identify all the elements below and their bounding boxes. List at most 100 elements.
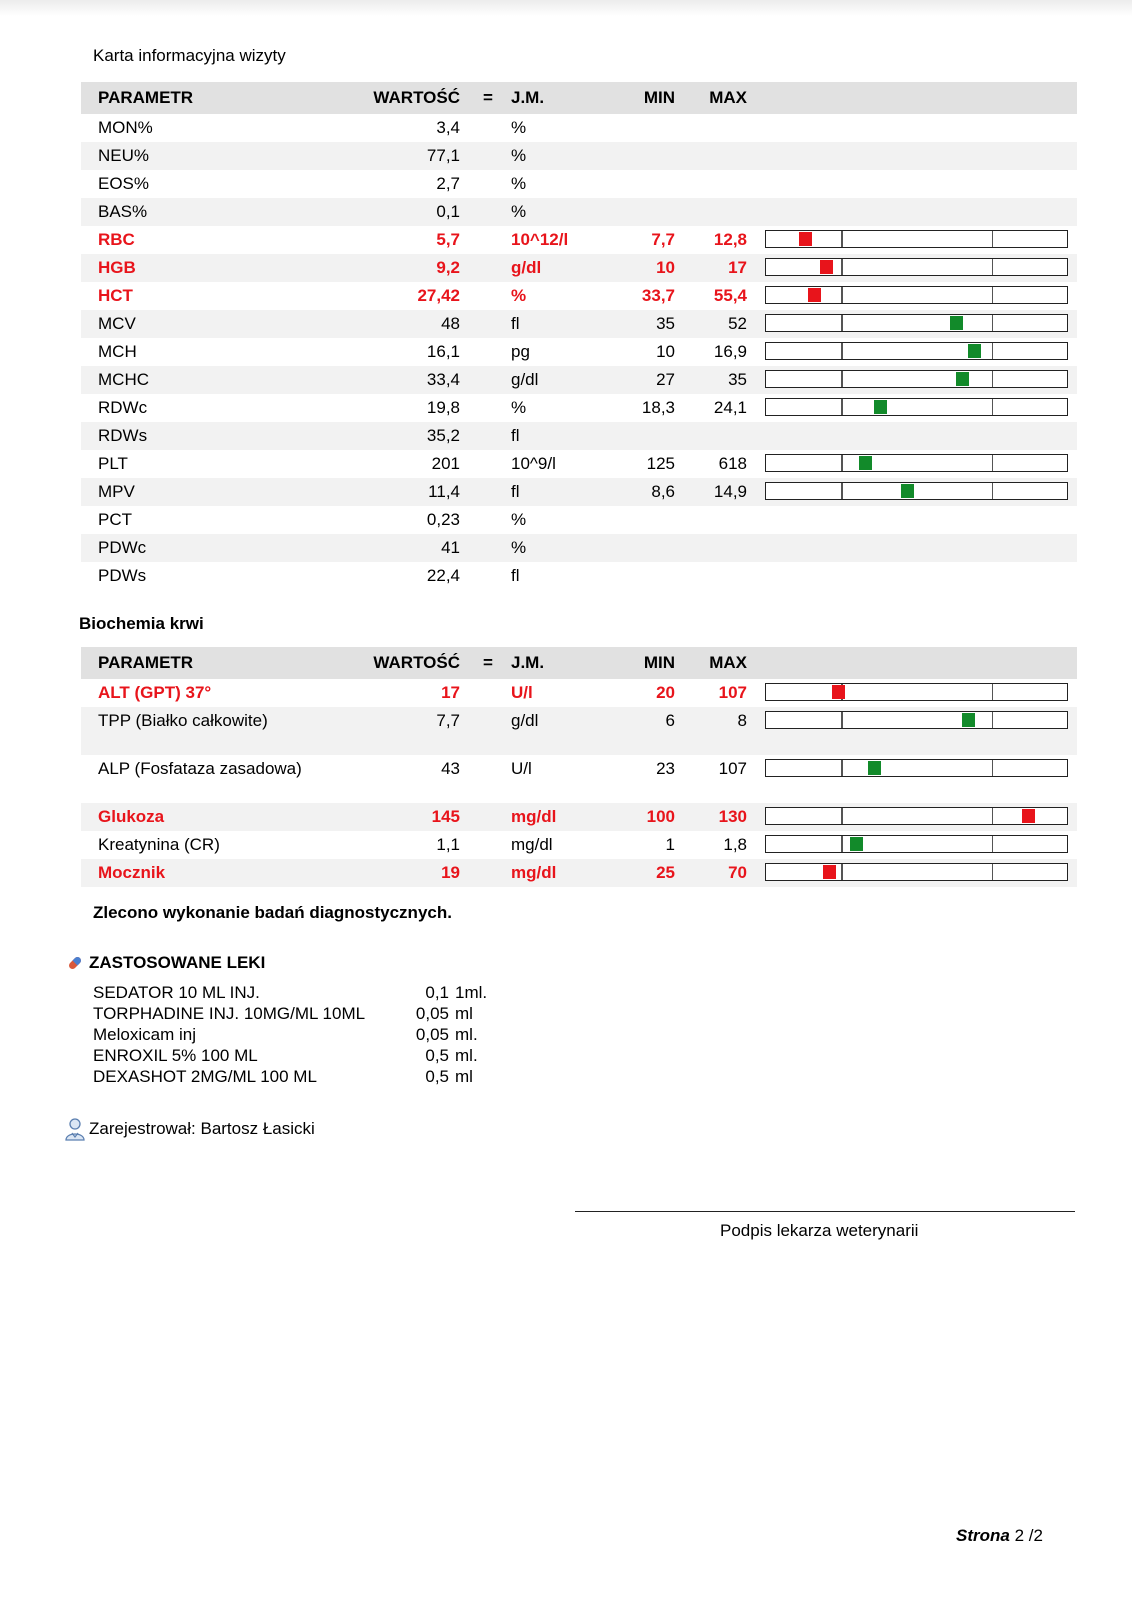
parameter-value: 3,4 [436, 118, 460, 137]
medication-item: SEDATOR 10 ML INJ. 0,1 1ml. [93, 982, 513, 1003]
medication-item: ENROXIL 5% 100 ML 0,5 ml. [93, 1045, 513, 1066]
parameter-value: 11,4 [428, 482, 460, 501]
table-row: RDWc 19,8% 18,3 24,1 [81, 394, 1077, 422]
parameter-name: PDWc [98, 538, 147, 557]
parameter-unit: fl [511, 566, 520, 585]
parameter-value: 77,1 [426, 146, 460, 165]
parameter-unit: g/dl [511, 258, 542, 277]
page-label: Strona [956, 1526, 1010, 1545]
parameter-value: 145 [431, 807, 460, 826]
medications-list: SEDATOR 10 ML INJ. 0,1 1ml. TORPHADINE INJ.… [93, 982, 513, 1087]
parameter-name: NEU% [98, 146, 150, 165]
table-row: EOS% 2,7% [81, 170, 1077, 198]
medication-name: Meloxicam inj [93, 1025, 196, 1044]
table-row: HGB 9,2 g/dl 10 17 [81, 254, 1077, 282]
table-row: PDWc 41% [81, 534, 1077, 562]
parameter-value: 2,7 [436, 174, 460, 193]
medication-item: Meloxicam inj 0,05 ml. [93, 1024, 513, 1045]
table-row: MPV 11,4 fl 8,6 14,9 [81, 478, 1077, 506]
parameter-unit: % [511, 174, 527, 193]
parameter-name: PLT [98, 454, 128, 473]
morphology-table: PARAMETR WARTOŚĆ = J.M. MIN MAX MON% 3,4% NEU% 77… [81, 82, 1077, 590]
medication-unit: ml [455, 1067, 473, 1086]
out-of-range-marker [832, 685, 846, 699]
parameter-name: HGB [98, 258, 136, 277]
range-max-tick [991, 864, 994, 880]
range-indicator-bar [765, 482, 1068, 500]
in-range-marker [850, 837, 864, 851]
parameter-name: Glukoza [98, 807, 165, 826]
parameter-value: 35,2 [426, 426, 460, 445]
diagnostics-note: Zlecono wykonanie badań diagnostycznych. [93, 903, 452, 922]
range-indicator-bar [765, 683, 1068, 701]
parameter-value: 43 [441, 759, 460, 778]
range-indicator-bar [765, 258, 1068, 276]
range-max-tick [991, 684, 994, 700]
range-max-tick [991, 808, 994, 824]
medication-name: TORPHADINE INJ. 10MG/ML 10ML [93, 1004, 366, 1023]
range-min: 18,3 [641, 398, 675, 417]
table-header-row: PARAMETR WARTOŚĆ = J.M. MIN MAX [81, 647, 1077, 679]
range-indicator-bar [765, 454, 1068, 472]
range-indicator-bar [765, 398, 1068, 416]
medication-unit: 1ml. [455, 983, 488, 1002]
table-row: MCHC 33,4 g/dl 27 35 [81, 366, 1077, 394]
range-min: 125 [646, 454, 675, 473]
parameter-value: 0,1 [436, 202, 460, 221]
table-row: ALT (GPT) 37° 17 U/l 20 107 [81, 679, 1077, 707]
page-separator: / [1028, 1526, 1034, 1545]
parameter-value: 7,7 [436, 711, 460, 730]
column-header-max: MAX [709, 88, 747, 107]
range-min: 23 [656, 759, 675, 778]
parameter-value: 1,1 [436, 835, 460, 854]
page-current: 2 [1014, 1526, 1025, 1545]
signature-label: Podpis lekarza weterynarii [720, 1221, 919, 1240]
range-min-tick [841, 287, 843, 303]
range-max-tick [991, 712, 994, 728]
in-range-marker [901, 484, 915, 498]
range-max-tick [991, 287, 994, 303]
range-indicator-bar [765, 835, 1068, 853]
range-max-tick [991, 315, 994, 331]
range-max: 107 [718, 683, 747, 702]
medication-unit: ml. [455, 1025, 478, 1044]
parameter-value: 27,42 [417, 286, 460, 305]
parameter-name: EOS% [98, 174, 150, 193]
table-row: HCT 27,42% 33,7 55,4 [81, 282, 1077, 310]
range-max-tick [991, 760, 994, 776]
range-indicator-bar [765, 370, 1068, 388]
parameter-name: BAS% [98, 202, 148, 221]
range-min-tick [841, 259, 843, 275]
parameter-unit: % [511, 510, 527, 529]
range-max: 618 [718, 454, 747, 473]
range-min: 27 [656, 370, 675, 389]
parameter-unit: 10^12/l [511, 230, 569, 249]
range-min-tick [841, 455, 843, 471]
parameter-value: 19 [441, 863, 460, 882]
range-max-tick [991, 343, 994, 359]
range-min-tick [841, 712, 843, 728]
column-header-eq: = [483, 653, 493, 672]
parameter-value: 0,23 [426, 510, 460, 529]
range-max: 70 [728, 863, 747, 882]
page-total: 2 [1033, 1526, 1043, 1545]
parameter-name: ALP (Fosfataza zasadowa) [98, 759, 302, 778]
range-max: 55,4 [713, 286, 747, 305]
parameter-name: MCH [98, 342, 137, 361]
range-max-tick [991, 399, 994, 415]
range-max-tick [991, 259, 994, 275]
parameter-name: MCHC [98, 370, 149, 389]
range-indicator-bar [765, 342, 1068, 360]
registrar-line: Zarejestrował: Bartosz Łasicki [63, 1117, 315, 1141]
medications-header: ZASTOSOWANE LEKI [65, 953, 265, 973]
parameter-unit: g/dl [511, 711, 539, 730]
table-row: Kreatynina (CR) 1,1 mg/dl 1 1,8 [81, 831, 1077, 859]
parameter-name: ALT (GPT) 37° [98, 683, 212, 702]
registrar-text: Zarejestrował: Bartosz Łasicki [89, 1119, 315, 1138]
column-header-eq: = [483, 88, 493, 107]
range-max: 24,1 [713, 398, 747, 417]
parameter-unit: mg/dl [511, 835, 553, 854]
parameter-name: Kreatynina (CR) [98, 835, 220, 854]
table-row: MCV 48 fl 35 52 [81, 310, 1077, 338]
page-number: Strona 2 /2 [956, 1526, 1043, 1546]
